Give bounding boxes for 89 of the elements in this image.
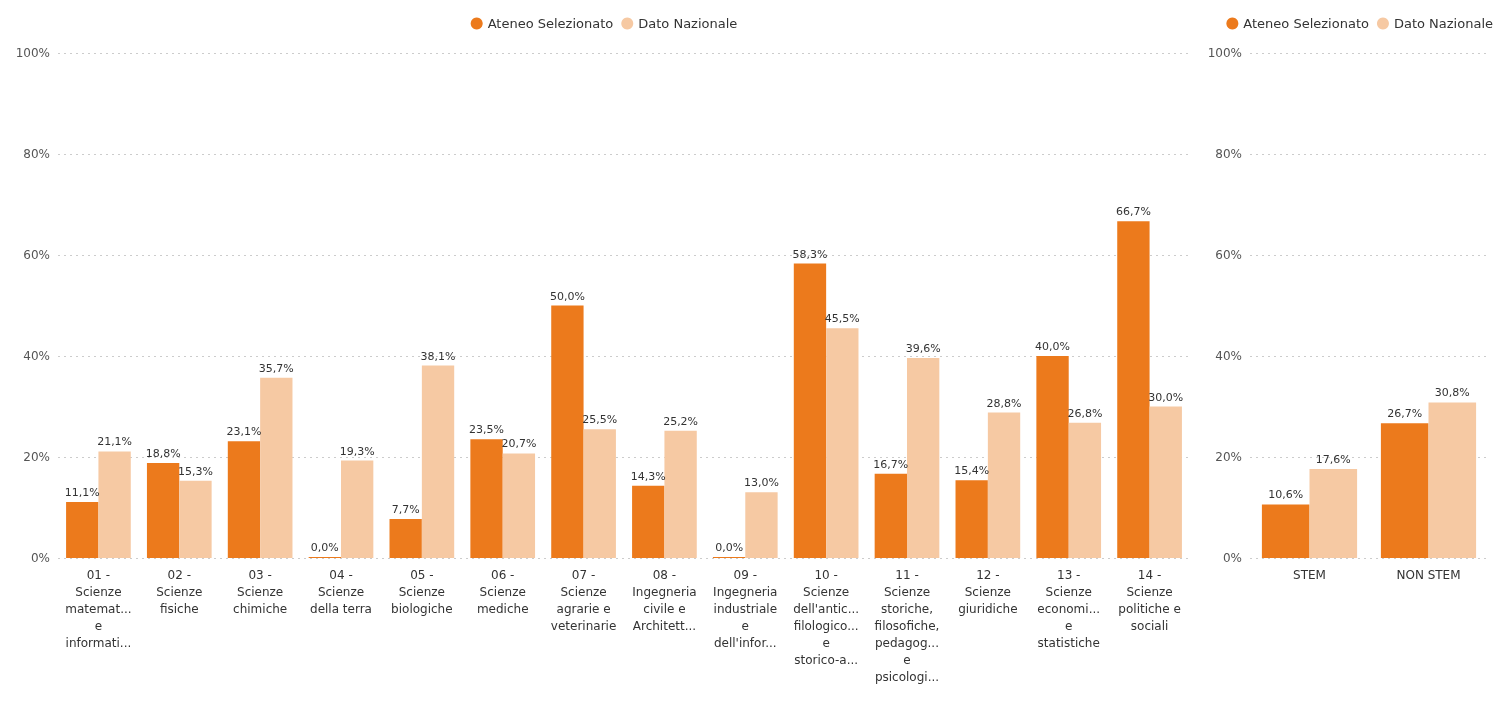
data-label: 10,6% (1268, 488, 1304, 502)
bar (955, 480, 988, 558)
data-label: 18,8% (145, 447, 181, 461)
data-label: 66,7% (1115, 205, 1151, 219)
bar (1309, 469, 1358, 558)
bar (146, 463, 180, 558)
bar (66, 501, 99, 558)
bar (1380, 423, 1429, 558)
data-label: 7,7% (391, 503, 420, 517)
bar (389, 519, 422, 558)
bar (341, 460, 374, 558)
data-label: 21,1% (97, 435, 133, 449)
bar (745, 492, 778, 558)
x-tick-label: STEM (1293, 567, 1326, 582)
bar (1036, 356, 1069, 558)
data-label: 15,4% (954, 464, 990, 478)
y-tick-label: 100% (1207, 46, 1242, 60)
legend-label: Ateneo Selezionato (487, 16, 614, 31)
data-label: 0,0% (310, 541, 339, 554)
data-label: 58,3% (792, 247, 828, 261)
bar (227, 441, 261, 558)
bar (179, 480, 212, 558)
x-tick-label: 10 - Scienze dell'antic... filologico... e storico-a... (793, 567, 860, 667)
data-label: 23,1% (226, 425, 262, 439)
x-tick-label: 04 - Scienze della terra (310, 567, 372, 616)
bar (470, 439, 503, 558)
y-tick-label: 100% (15, 46, 50, 60)
bar (502, 453, 536, 558)
x-tick-label: 09 - Ingegneria industriale e dell'infor... (713, 567, 778, 650)
legend-label: Dato Nazionale (638, 16, 738, 31)
data-label: 11,1% (64, 485, 100, 499)
bar (874, 473, 907, 558)
data-label: 16,7% (873, 457, 909, 471)
bar (98, 451, 131, 558)
data-label: 14,3% (630, 469, 666, 483)
x-tick-label: 02 - Scienze fisiche (156, 567, 203, 616)
bar (1261, 504, 1310, 558)
x-tick-label: 03 - Scienze chimiche (233, 567, 288, 616)
bar (583, 429, 616, 558)
data-label: 28,8% (986, 396, 1022, 410)
data-label: 23,5% (469, 423, 505, 437)
y-tick-label: 20% (1215, 450, 1242, 464)
data-label: 15,3% (177, 464, 213, 478)
bar (793, 263, 827, 558)
bar (987, 412, 1021, 558)
data-label: 26,7% (1387, 407, 1423, 421)
bar (551, 305, 584, 558)
bar (1428, 402, 1477, 558)
bar (664, 430, 697, 558)
bar (1149, 406, 1182, 558)
legend-label: Ateneo Selezionato (1243, 16, 1369, 31)
bar (826, 328, 859, 558)
data-label: 30,8% (1434, 386, 1470, 400)
x-tick-label: 12 - Scienze giuridiche (958, 567, 1018, 616)
y-tick-label: 20% (23, 450, 50, 464)
data-label: 19,3% (339, 444, 375, 458)
data-label: 38,1% (420, 349, 456, 363)
y-tick-label: 60% (23, 248, 50, 262)
y-tick-label: 60% (1215, 248, 1242, 262)
data-label: 35,7% (258, 361, 294, 375)
y-tick-label: 80% (23, 147, 50, 161)
bar (260, 377, 293, 558)
y-tick-label: 40% (23, 349, 50, 363)
y-tick-label: 0% (30, 551, 50, 565)
x-tick-label: 08 - Ingegneria civile e Architett... (632, 567, 697, 633)
data-label: 50,0% (549, 289, 585, 303)
bar (1068, 422, 1102, 558)
y-tick-label: 80% (1215, 147, 1242, 161)
x-tick-label: 01 - Scienze matemat... e informati... (65, 567, 132, 650)
bar (632, 485, 665, 558)
x-tick-label: 11 - Scienze storiche, filosofiche, pedagog... e psicologi... (874, 567, 940, 684)
bar (1117, 221, 1150, 558)
x-tick-label: 07 - Scienze agrarie e veterinarie (550, 567, 617, 633)
x-tick-label: 13 - Scienze economi... e statistiche (1037, 567, 1101, 650)
y-tick-label: 40% (1215, 349, 1242, 363)
data-label: 39,6% (905, 342, 941, 356)
bar (421, 365, 455, 558)
data-label: 13,0% (743, 476, 779, 490)
data-label: 17,6% (1315, 453, 1351, 467)
x-tick-label: NON STEM (1396, 567, 1461, 582)
data-label: 0,0% (715, 541, 744, 554)
x-tick-label: 14 - Scienze politiche e sociali (1118, 567, 1181, 633)
x-tick-label: 06 - Scienze mediche (476, 567, 529, 616)
data-label: 25,2% (663, 414, 699, 428)
x-tick-label: 05 - Scienze biologiche (391, 567, 453, 616)
y-tick-label: 0% (1222, 551, 1242, 565)
data-label: 40,0% (1035, 340, 1071, 353)
legend-label: Dato Nazionale (1393, 16, 1494, 31)
bar (907, 358, 940, 558)
